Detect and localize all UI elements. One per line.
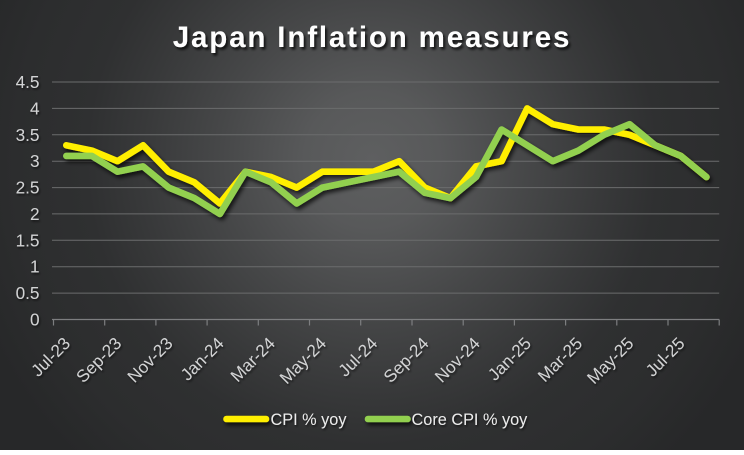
svg-text:3: 3 xyxy=(30,151,40,171)
svg-text:1: 1 xyxy=(30,257,40,277)
svg-text:3.5: 3.5 xyxy=(16,125,40,145)
svg-text:CPI % yoy: CPI % yoy xyxy=(271,411,348,429)
svg-text:2: 2 xyxy=(30,204,40,224)
svg-text:4.5: 4.5 xyxy=(16,72,40,92)
svg-text:0: 0 xyxy=(30,310,40,330)
svg-text:Japan Inflation measures: Japan Inflation measures xyxy=(173,21,572,54)
svg-text:Core CPI % yoy: Core CPI % yoy xyxy=(412,411,529,429)
svg-text:0.5: 0.5 xyxy=(16,283,40,303)
svg-text:4: 4 xyxy=(30,98,40,118)
svg-text:1.5: 1.5 xyxy=(16,230,40,250)
svg-text:2.5: 2.5 xyxy=(16,178,40,198)
